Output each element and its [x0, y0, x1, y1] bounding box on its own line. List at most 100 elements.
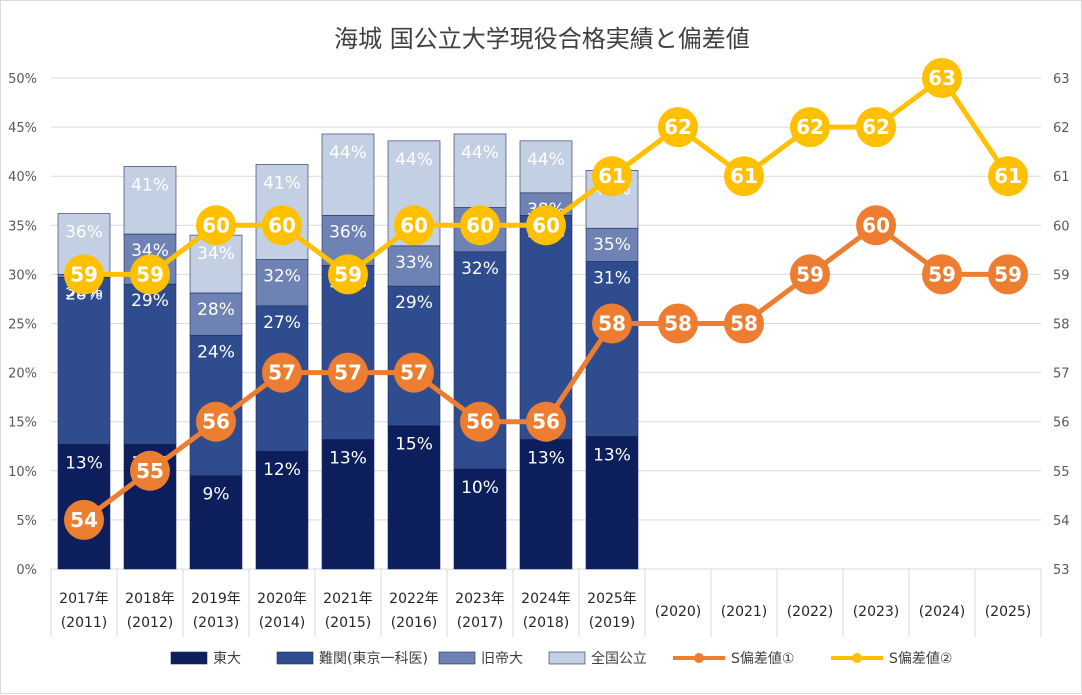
chart-title: 海城 国公立大学現役合格実績と偏差値: [334, 25, 750, 53]
bar-1: [585, 436, 639, 570]
x-tick-label: (2019): [589, 615, 636, 631]
line-marker: [394, 352, 434, 393]
x-tick-label: (2013): [193, 615, 240, 631]
line-data-label: 63: [928, 66, 956, 90]
x-tick-label: (2016): [391, 615, 438, 631]
bar-data-label: 44%: [395, 150, 433, 170]
bar-data-label: 36%: [329, 222, 367, 242]
line-marker: [988, 156, 1028, 197]
bar-1: [189, 475, 243, 570]
x-tick-label: (2024): [919, 604, 966, 620]
line-data-label: 62: [664, 115, 692, 139]
line-marker: [658, 303, 698, 344]
line-marker: [394, 205, 434, 246]
line-data-label: 60: [862, 213, 890, 237]
y-left-tick-label: 45%: [8, 121, 37, 136]
x-tick-label: 2019年: [191, 591, 241, 607]
bar-1: [519, 439, 573, 570]
x-tick-label: (2012): [127, 615, 174, 631]
line-data-label: 58: [664, 312, 692, 336]
bar-data-label: 13%: [527, 448, 565, 468]
x-tick-label: 2024年: [521, 591, 571, 607]
x-tick-label: (2014): [259, 615, 306, 631]
bar-data-label: 36%: [65, 223, 103, 243]
line-data-label: 60: [532, 213, 560, 237]
x-tick-label: (2015): [325, 615, 372, 631]
line-marker: [592, 303, 632, 344]
x-tick-label: (2018): [523, 615, 570, 631]
bar-data-label: 29%: [395, 293, 433, 313]
bar-3: [585, 227, 639, 262]
bar-2: [57, 277, 111, 445]
bar-4: [321, 133, 375, 216]
bar-data-label: 15%: [395, 435, 433, 455]
bar-data-label: 29%: [131, 291, 169, 311]
bar-data-label: 9%: [203, 485, 230, 505]
bar-1: [255, 450, 309, 570]
line-marker: [790, 254, 830, 295]
y-right-tick-label: 54: [1053, 514, 1070, 529]
x-tick-label: 2021年: [323, 591, 373, 607]
x-tick-label: (2017): [457, 615, 504, 631]
x-tick-label: (2025): [985, 604, 1032, 620]
line-data-label: 61: [730, 164, 758, 188]
y-right-tick-label: 53: [1053, 563, 1070, 578]
bar-data-label: 31%: [593, 269, 631, 289]
legend-label: S偏差値①: [731, 651, 794, 667]
legend-label: 旧帝大: [481, 651, 523, 667]
x-tick-label: (2020): [655, 604, 702, 620]
bar-data-label: 24%: [197, 342, 235, 362]
line-marker: [724, 156, 764, 197]
line-data-label: 59: [70, 262, 98, 286]
x-tick-label: 2023年: [455, 591, 505, 607]
bar-data-label: 34%: [197, 244, 235, 264]
legend-swatch: [438, 651, 476, 665]
y-left-tick-label: 30%: [8, 268, 37, 283]
line-data-label: 61: [598, 164, 626, 188]
y-right-tick-label: 55: [1053, 465, 1070, 480]
line-marker: [196, 401, 236, 442]
line-series-group: 54 55 56 57 57 57 56 56 58 58 58 59 60 59 59 59 59 60 60 59…: [64, 58, 1028, 540]
line-marker: [790, 107, 830, 148]
line-data-label: 60: [268, 213, 296, 237]
line-marker: [130, 254, 170, 295]
bar-data-label: 13%: [593, 445, 631, 465]
line-data-label: 59: [136, 262, 164, 286]
y-left-tick-label: 20%: [8, 367, 37, 382]
line-data-label: 59: [928, 262, 956, 286]
line-data-label: 58: [730, 312, 758, 336]
x-tick-label: 2025年: [587, 591, 637, 607]
bar-data-label: 32%: [263, 267, 301, 287]
line-marker: [658, 107, 698, 148]
line-marker: [988, 254, 1028, 295]
line-data-label: 62: [862, 115, 890, 139]
bar-data-label: 13%: [329, 448, 367, 468]
bar-data-label: 10%: [461, 478, 499, 498]
bar-data-label: 32%: [461, 259, 499, 279]
line-data-label: 60: [400, 213, 428, 237]
line-marker: [592, 156, 632, 197]
y-left-tick-label: 15%: [8, 416, 37, 431]
bar-data-label: 44%: [527, 150, 565, 170]
line-marker: [922, 254, 962, 295]
line-data-label: 61: [994, 164, 1022, 188]
bar-data-label: 28%: [197, 300, 235, 320]
line-marker: [130, 450, 170, 491]
bar-4: [519, 140, 573, 194]
line-data-label: 57: [268, 361, 296, 385]
line-marker: [64, 499, 104, 540]
line-marker: [460, 205, 500, 246]
line-marker: [196, 205, 236, 246]
x-tick-label: (2022): [787, 604, 834, 620]
bar-data-label: 41%: [131, 175, 169, 195]
bar-1: [321, 439, 375, 570]
bar-data-label: 12%: [263, 460, 301, 480]
bar-2: [321, 265, 375, 440]
x-tick-label: (2011): [61, 615, 108, 631]
bar-2: [123, 283, 177, 445]
line-data-label: 60: [202, 213, 230, 237]
y-right-tick-label: 62: [1053, 121, 1070, 136]
y-right-tick-label: 63: [1053, 72, 1070, 87]
